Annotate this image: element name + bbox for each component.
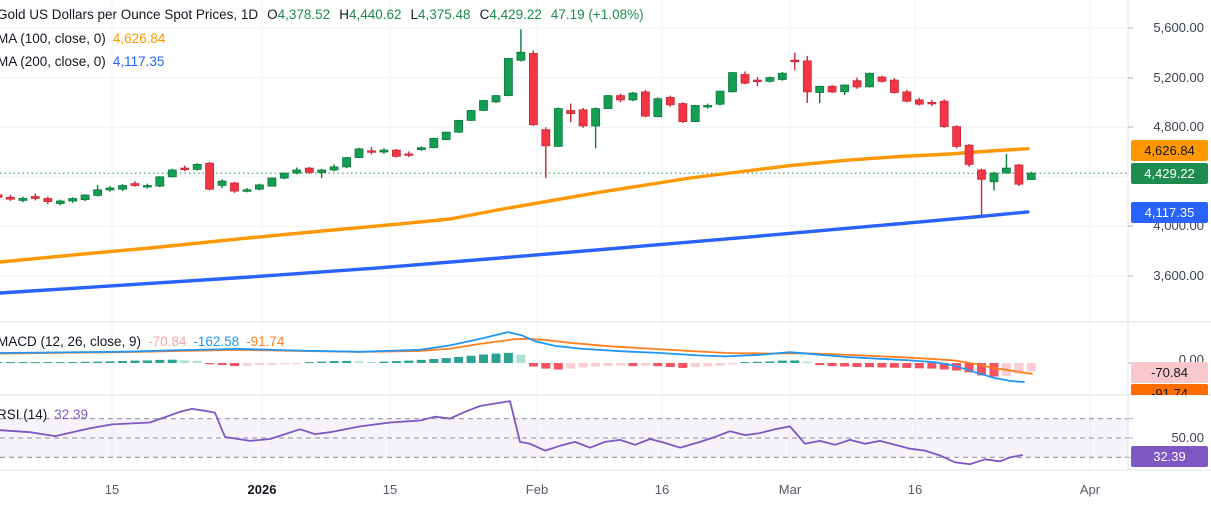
low-value: 4,375.48 bbox=[418, 7, 471, 22]
ma200-legend[interactable]: MA (200, close, 0) 4,117.35 bbox=[0, 54, 164, 69]
ma100-label: MA (100, close, 0) bbox=[0, 31, 106, 46]
rsi-label: RSI (14) bbox=[0, 407, 48, 422]
macd-histogram-badge: -70.84 bbox=[1131, 362, 1208, 383]
ma200-price-badge: 4,117.35 bbox=[1131, 202, 1208, 223]
time-axis-label-16: 16 bbox=[907, 482, 923, 497]
macd-legend[interactable]: MACD (12, 26, close, 9) -70.84 -162.58 -91.… bbox=[0, 334, 284, 349]
rsi-fifty-label: 50.00 bbox=[1171, 430, 1204, 445]
time-axis-label-15: 15 bbox=[104, 482, 120, 497]
ma100-price-badge: 4,626.84 bbox=[1131, 140, 1208, 161]
price-axis-label-5,200.00: 5,200.00 bbox=[1153, 70, 1204, 85]
macd-line-value: -162.58 bbox=[193, 334, 240, 349]
ma200-label: MA (200, close, 0) bbox=[0, 54, 106, 69]
price-axis-label-3,600.00: 3,600.00 bbox=[1153, 268, 1204, 283]
close-label: C bbox=[479, 7, 490, 22]
low-label: L bbox=[410, 7, 419, 22]
time-axis-label-Feb: Feb bbox=[525, 482, 549, 497]
high-value: 4,440.62 bbox=[348, 7, 402, 22]
high-label: H bbox=[339, 7, 349, 22]
macd-signal-value: -91.74 bbox=[246, 334, 285, 349]
time-axis-label-15: 15 bbox=[382, 482, 398, 497]
symbol-legend[interactable]: Gold US Dollars per Ounce Spot Prices, 1… bbox=[0, 7, 644, 22]
open-label: O bbox=[267, 7, 278, 22]
close-value: 4,429.22 bbox=[489, 7, 542, 22]
rsi-value: 32.39 bbox=[54, 407, 89, 422]
macd-histogram-value: -70.84 bbox=[148, 334, 187, 349]
change-value: 47.19 (+1.08%) bbox=[550, 7, 644, 22]
rsi-value-badge: 32.39 bbox=[1131, 446, 1208, 467]
time-axis-label-Apr: Apr bbox=[1079, 482, 1101, 497]
macd-label: MACD (12, 26, close, 9) bbox=[0, 334, 142, 349]
last-price-badge: 4,429.22 bbox=[1131, 163, 1208, 184]
time-axis-label-2026: 2026 bbox=[247, 482, 277, 497]
time-axis-label-Mar: Mar bbox=[778, 482, 802, 497]
symbol-title: Gold US Dollars per Ounce Spot Prices, 1… bbox=[0, 7, 259, 22]
ma200-value: 4,117.35 bbox=[112, 54, 165, 69]
price-axis-label-4,800.00: 4,800.00 bbox=[1153, 119, 1204, 134]
time-axis-label-16: 16 bbox=[654, 482, 670, 497]
open-value: 4,378.52 bbox=[277, 7, 331, 22]
ma100-legend[interactable]: MA (100, close, 0) 4,626.84 bbox=[0, 31, 165, 46]
ma100-value: 4,626.84 bbox=[112, 31, 166, 46]
macd-signal-badge: -91.74 bbox=[1131, 384, 1208, 395]
price-axis-label-5,600.00: 5,600.00 bbox=[1153, 20, 1204, 35]
rsi-legend[interactable]: RSI (14) 32.39 bbox=[0, 407, 88, 422]
